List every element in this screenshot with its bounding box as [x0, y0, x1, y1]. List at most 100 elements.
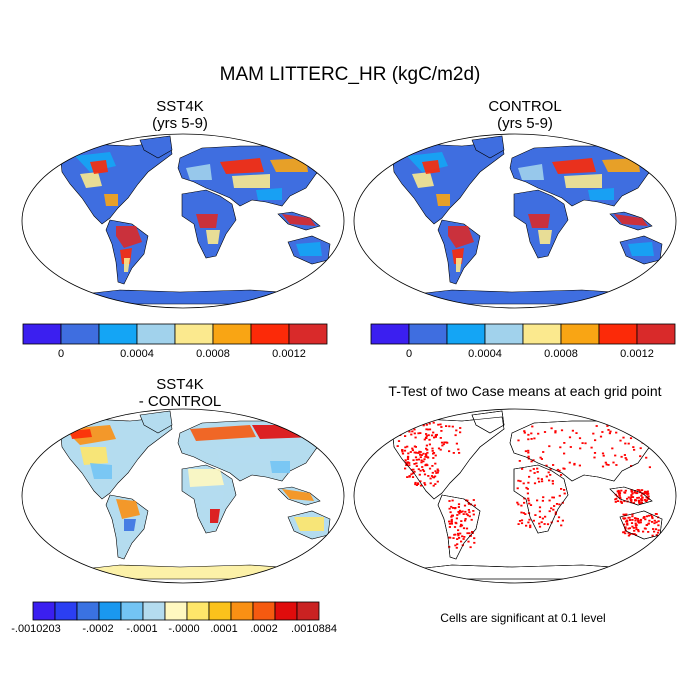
significant-cell — [656, 531, 660, 534]
significant-cell — [436, 471, 439, 474]
colorbar-swatch — [174, 323, 214, 345]
significant-cell — [425, 423, 428, 426]
figure-title: MAM LITTERC_HR (kgC/m2d) — [219, 64, 481, 85]
significant-cell — [452, 537, 455, 539]
significant-cell — [581, 442, 584, 444]
data-patch — [188, 469, 224, 487]
significant-cell — [601, 452, 605, 455]
significant-cell — [538, 525, 542, 528]
significant-cell — [425, 444, 428, 447]
significant-cell — [643, 490, 647, 493]
significant-cell — [459, 427, 462, 429]
data-patch — [296, 242, 322, 256]
significant-cell — [424, 483, 427, 486]
significant-cell — [626, 522, 629, 525]
panel-3-title-line1: SST4K — [156, 376, 204, 393]
significant-cell — [527, 449, 530, 452]
significant-cell — [429, 482, 432, 485]
significant-cell — [523, 497, 526, 500]
significant-cell — [436, 468, 439, 471]
significant-cell — [432, 431, 435, 434]
significant-cell — [548, 510, 551, 513]
significant-cell — [620, 489, 623, 492]
significant-cell — [516, 501, 519, 504]
significant-cell — [462, 513, 465, 515]
significant-cell — [641, 489, 644, 491]
coastline-greenland — [471, 410, 505, 434]
significant-cell — [552, 508, 555, 511]
significant-cell — [559, 446, 562, 449]
significant-cell — [467, 503, 471, 505]
significant-cell — [619, 439, 622, 442]
significant-cell — [434, 454, 437, 457]
significant-cell — [417, 468, 420, 471]
significant-cell — [542, 496, 545, 499]
significant-cell — [657, 529, 660, 532]
significant-cell — [525, 524, 528, 527]
significant-cell — [640, 494, 643, 497]
significant-cell — [556, 468, 559, 471]
significant-cell — [415, 458, 418, 461]
significant-cell — [548, 499, 551, 502]
significant-cell — [451, 499, 454, 502]
significant-cell — [450, 522, 453, 525]
tick-label: 0.0012 — [272, 348, 306, 360]
significant-cell — [550, 427, 553, 430]
significant-cell — [420, 454, 423, 456]
data-patch — [190, 425, 256, 441]
data-patch — [80, 447, 108, 465]
significant-cell — [448, 522, 451, 525]
significant-cell — [425, 435, 428, 437]
significant-cell — [465, 527, 469, 530]
significant-cell — [435, 433, 438, 436]
tick-label: -.0001 — [126, 623, 158, 635]
significant-cell — [470, 518, 473, 521]
significant-cell — [401, 452, 405, 455]
significant-cell — [432, 457, 435, 459]
significant-cell — [573, 463, 576, 466]
significant-cell — [407, 422, 410, 425]
significant-cell — [639, 521, 642, 524]
significant-cell — [645, 499, 648, 502]
significance-note: Cells are significant at 0.1 level — [440, 611, 606, 625]
significant-cell — [457, 506, 460, 508]
significant-cell — [532, 519, 535, 522]
significant-cell — [538, 506, 542, 509]
significant-cell — [533, 482, 537, 485]
significant-cell — [632, 502, 635, 504]
significant-cell — [607, 429, 610, 431]
significant-cell — [451, 507, 455, 509]
significant-cell — [468, 511, 471, 514]
significant-cell — [461, 510, 464, 513]
significant-cell — [528, 518, 531, 521]
significant-cell — [634, 524, 637, 527]
significant-cell — [645, 515, 649, 518]
colorbar-swatch — [54, 601, 78, 621]
significant-cell — [419, 469, 422, 472]
significant-cell — [428, 422, 431, 425]
significant-cell — [647, 495, 650, 498]
data-patch — [412, 172, 434, 188]
significant-cell — [472, 513, 475, 516]
significant-cell — [620, 455, 623, 458]
significant-cell — [413, 445, 416, 448]
significant-cell — [555, 503, 559, 505]
significant-cell — [630, 522, 634, 524]
significant-cell — [411, 447, 414, 450]
significant-cell — [468, 532, 471, 535]
significant-cell — [464, 510, 467, 513]
significant-cell — [590, 446, 593, 449]
significant-cell — [655, 513, 658, 515]
panel-2-title: CONTROL (yrs 5-9) — [440, 98, 610, 132]
significant-cell — [432, 421, 435, 424]
significant-cell — [449, 511, 452, 514]
colorbar-swatch — [208, 601, 232, 621]
significant-cell — [604, 461, 607, 464]
significant-cell — [419, 451, 422, 453]
significant-cell — [634, 519, 637, 522]
significant-cell — [558, 469, 561, 472]
significant-cell — [419, 484, 423, 487]
significant-cell — [417, 432, 420, 435]
significant-cell — [548, 479, 551, 482]
significant-cell — [419, 456, 422, 459]
